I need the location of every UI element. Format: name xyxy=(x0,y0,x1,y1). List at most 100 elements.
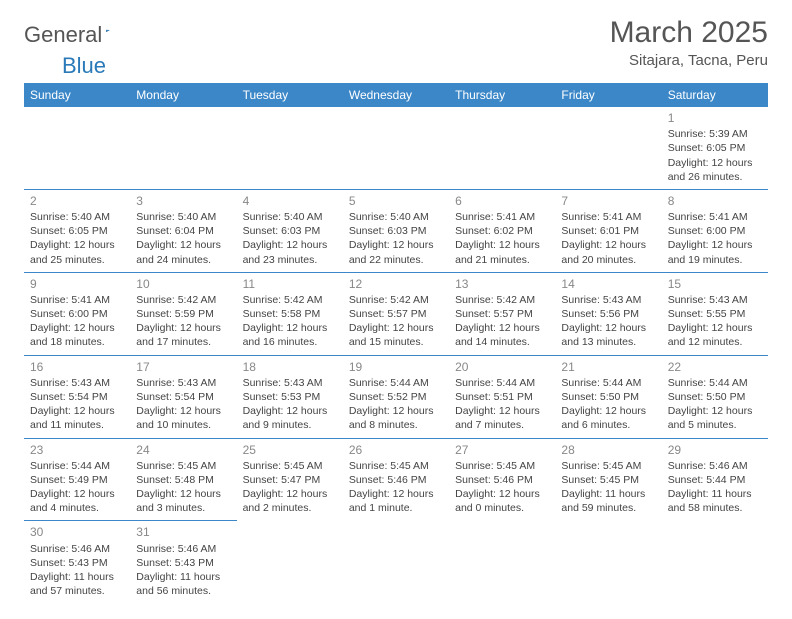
weekday-header: Wednesday xyxy=(343,83,449,107)
daylight-text: Daylight: 12 hours and 14 minutes. xyxy=(455,321,549,349)
day-number: 4 xyxy=(243,193,337,209)
sunrise-text: Sunrise: 5:43 AM xyxy=(136,376,230,390)
day-cell: 13Sunrise: 5:42 AMSunset: 5:57 PMDayligh… xyxy=(449,272,555,355)
week-row: 23Sunrise: 5:44 AMSunset: 5:49 PMDayligh… xyxy=(24,438,768,521)
sunset-text: Sunset: 6:05 PM xyxy=(668,141,762,155)
daylight-text: Daylight: 12 hours and 2 minutes. xyxy=(243,487,337,515)
day-number: 3 xyxy=(136,193,230,209)
sunrise-text: Sunrise: 5:44 AM xyxy=(455,376,549,390)
sunrise-text: Sunrise: 5:41 AM xyxy=(455,210,549,224)
week-row: 1Sunrise: 5:39 AMSunset: 6:05 PMDaylight… xyxy=(24,107,768,189)
sunrise-text: Sunrise: 5:44 AM xyxy=(561,376,655,390)
sunrise-text: Sunrise: 5:43 AM xyxy=(561,293,655,307)
sunset-text: Sunset: 6:01 PM xyxy=(561,224,655,238)
sunset-text: Sunset: 5:50 PM xyxy=(668,390,762,404)
daylight-text: Daylight: 12 hours and 16 minutes. xyxy=(243,321,337,349)
sunrise-text: Sunrise: 5:45 AM xyxy=(455,459,549,473)
sunset-text: Sunset: 5:43 PM xyxy=(136,556,230,570)
sunrise-text: Sunrise: 5:40 AM xyxy=(349,210,443,224)
daylight-text: Daylight: 12 hours and 0 minutes. xyxy=(455,487,549,515)
day-number: 26 xyxy=(349,442,443,458)
sunset-text: Sunset: 5:56 PM xyxy=(561,307,655,321)
daylight-text: Daylight: 12 hours and 20 minutes. xyxy=(561,238,655,266)
flag-icon xyxy=(106,23,110,39)
weekday-header: Sunday xyxy=(24,83,130,107)
month-title: March 2025 xyxy=(610,16,768,50)
sunset-text: Sunset: 6:03 PM xyxy=(243,224,337,238)
calendar-body: 1Sunrise: 5:39 AMSunset: 6:05 PMDaylight… xyxy=(24,107,768,603)
daylight-text: Daylight: 12 hours and 11 minutes. xyxy=(30,404,124,432)
day-cell: 16Sunrise: 5:43 AMSunset: 5:54 PMDayligh… xyxy=(24,355,130,438)
sunrise-text: Sunrise: 5:46 AM xyxy=(30,542,124,556)
sunrise-text: Sunrise: 5:46 AM xyxy=(668,459,762,473)
day-cell: 23Sunrise: 5:44 AMSunset: 5:49 PMDayligh… xyxy=(24,438,130,521)
sunset-text: Sunset: 5:50 PM xyxy=(561,390,655,404)
sunset-text: Sunset: 5:57 PM xyxy=(455,307,549,321)
day-number: 29 xyxy=(668,442,762,458)
logo-text-blue: Blue xyxy=(62,53,122,79)
daylight-text: Daylight: 12 hours and 1 minute. xyxy=(349,487,443,515)
day-number: 13 xyxy=(455,276,549,292)
day-number: 21 xyxy=(561,359,655,375)
daylight-text: Daylight: 12 hours and 18 minutes. xyxy=(30,321,124,349)
day-cell: 19Sunrise: 5:44 AMSunset: 5:52 PMDayligh… xyxy=(343,355,449,438)
sunset-text: Sunset: 5:53 PM xyxy=(243,390,337,404)
day-cell: 24Sunrise: 5:45 AMSunset: 5:48 PMDayligh… xyxy=(130,438,236,521)
day-cell: 9Sunrise: 5:41 AMSunset: 6:00 PMDaylight… xyxy=(24,272,130,355)
day-number: 12 xyxy=(349,276,443,292)
day-cell: 26Sunrise: 5:45 AMSunset: 5:46 PMDayligh… xyxy=(343,438,449,521)
day-cell: 28Sunrise: 5:45 AMSunset: 5:45 PMDayligh… xyxy=(555,438,661,521)
day-number: 6 xyxy=(455,193,549,209)
day-number: 24 xyxy=(136,442,230,458)
day-cell: 25Sunrise: 5:45 AMSunset: 5:47 PMDayligh… xyxy=(237,438,343,521)
calendar-table: Sunday Monday Tuesday Wednesday Thursday… xyxy=(24,83,768,603)
sunrise-text: Sunrise: 5:46 AM xyxy=(136,542,230,556)
sunrise-text: Sunrise: 5:45 AM xyxy=(561,459,655,473)
day-cell: 2Sunrise: 5:40 AMSunset: 6:05 PMDaylight… xyxy=(24,189,130,272)
day-number: 11 xyxy=(243,276,337,292)
sunset-text: Sunset: 6:04 PM xyxy=(136,224,230,238)
weekday-header: Friday xyxy=(555,83,661,107)
day-number: 14 xyxy=(561,276,655,292)
sunset-text: Sunset: 5:58 PM xyxy=(243,307,337,321)
day-number: 7 xyxy=(561,193,655,209)
sunrise-text: Sunrise: 5:45 AM xyxy=(136,459,230,473)
sunset-text: Sunset: 5:47 PM xyxy=(243,473,337,487)
weekday-header: Monday xyxy=(130,83,236,107)
day-cell: 31Sunrise: 5:46 AMSunset: 5:43 PMDayligh… xyxy=(130,521,236,603)
day-cell: 5Sunrise: 5:40 AMSunset: 6:03 PMDaylight… xyxy=(343,189,449,272)
day-number: 31 xyxy=(136,524,230,540)
day-number: 17 xyxy=(136,359,230,375)
sunrise-text: Sunrise: 5:39 AM xyxy=(668,127,762,141)
day-cell: 22Sunrise: 5:44 AMSunset: 5:50 PMDayligh… xyxy=(662,355,768,438)
day-cell: 18Sunrise: 5:43 AMSunset: 5:53 PMDayligh… xyxy=(237,355,343,438)
sunset-text: Sunset: 5:54 PM xyxy=(30,390,124,404)
sunset-text: Sunset: 5:59 PM xyxy=(136,307,230,321)
day-cell: 14Sunrise: 5:43 AMSunset: 5:56 PMDayligh… xyxy=(555,272,661,355)
day-number: 22 xyxy=(668,359,762,375)
day-number: 30 xyxy=(30,524,124,540)
weekday-header: Saturday xyxy=(662,83,768,107)
day-number: 19 xyxy=(349,359,443,375)
daylight-text: Daylight: 12 hours and 13 minutes. xyxy=(561,321,655,349)
sunset-text: Sunset: 6:03 PM xyxy=(349,224,443,238)
day-cell xyxy=(449,107,555,189)
daylight-text: Daylight: 11 hours and 59 minutes. xyxy=(561,487,655,515)
sunrise-text: Sunrise: 5:40 AM xyxy=(30,210,124,224)
day-cell: 27Sunrise: 5:45 AMSunset: 5:46 PMDayligh… xyxy=(449,438,555,521)
daylight-text: Daylight: 12 hours and 22 minutes. xyxy=(349,238,443,266)
day-cell: 4Sunrise: 5:40 AMSunset: 6:03 PMDaylight… xyxy=(237,189,343,272)
weekday-header: Thursday xyxy=(449,83,555,107)
day-cell xyxy=(24,107,130,189)
daylight-text: Daylight: 12 hours and 8 minutes. xyxy=(349,404,443,432)
sunrise-text: Sunrise: 5:41 AM xyxy=(30,293,124,307)
day-cell: 1Sunrise: 5:39 AMSunset: 6:05 PMDaylight… xyxy=(662,107,768,189)
header: General March 2025 Sitajara, Tacna, Peru xyxy=(24,16,768,69)
day-cell xyxy=(343,107,449,189)
daylight-text: Daylight: 12 hours and 7 minutes. xyxy=(455,404,549,432)
sunrise-text: Sunrise: 5:42 AM xyxy=(455,293,549,307)
day-cell: 11Sunrise: 5:42 AMSunset: 5:58 PMDayligh… xyxy=(237,272,343,355)
daylight-text: Daylight: 12 hours and 24 minutes. xyxy=(136,238,230,266)
daylight-text: Daylight: 12 hours and 9 minutes. xyxy=(243,404,337,432)
sunset-text: Sunset: 5:49 PM xyxy=(30,473,124,487)
